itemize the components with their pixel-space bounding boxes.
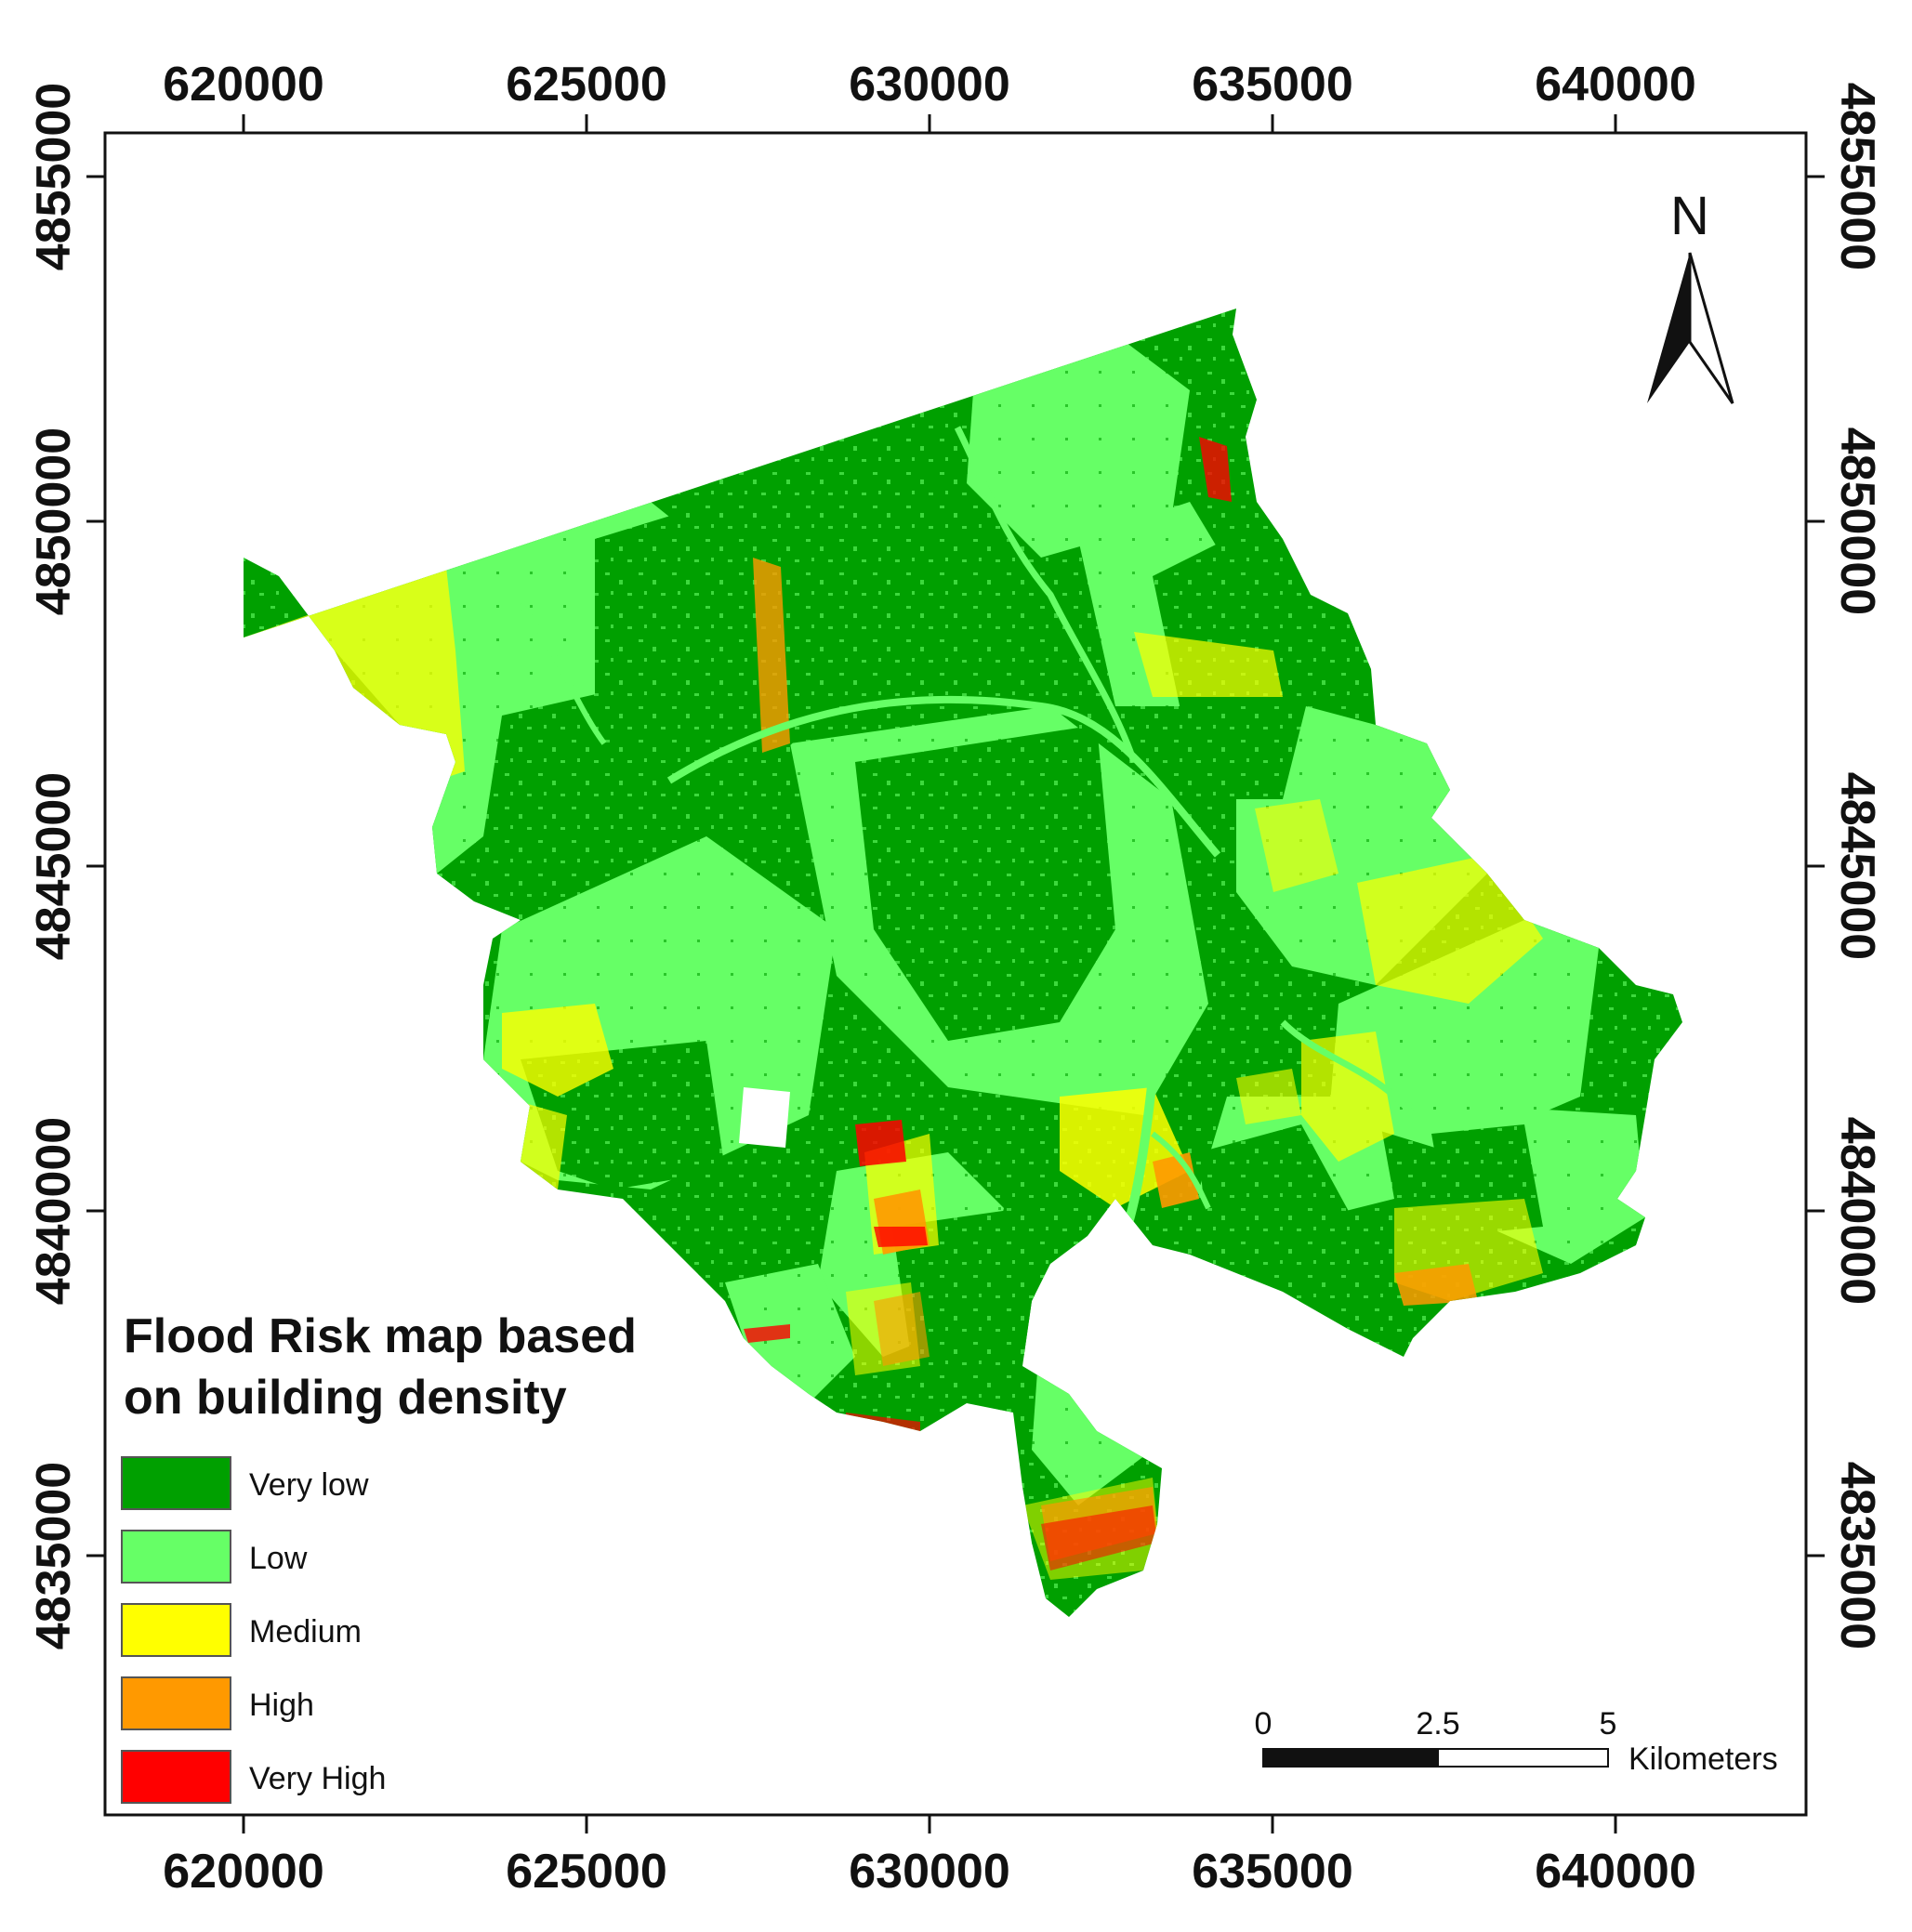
y-tick-label-right: 4850000 (1830, 427, 1884, 615)
x-tick-label-bottom: 630000 (849, 1845, 1010, 1899)
x-tick-label-bottom: 635000 (1192, 1845, 1353, 1899)
north-arrow-icon: N (1647, 186, 1734, 404)
map-title-line-2: on building density (124, 1371, 567, 1425)
y-tick-label-left: 4845000 (27, 772, 81, 960)
legend: Very low Low Medium High Very High (121, 1456, 386, 1804)
scale-label: 5 (1600, 1706, 1617, 1741)
y-tick-label-right: 4855000 (1830, 83, 1884, 270)
legend-swatch-high (121, 1676, 231, 1730)
north-label: N (1670, 186, 1709, 246)
y-tick-label-right: 4835000 (1830, 1462, 1884, 1649)
y-tick-label-right: 4845000 (1830, 772, 1884, 960)
legend-swatch-very-high (121, 1750, 231, 1804)
legend-label: Low (249, 1541, 308, 1576)
scale-label: 2.5 (1416, 1706, 1459, 1741)
y-tick-label-left: 4840000 (27, 1117, 81, 1305)
legend-swatch-low (121, 1530, 231, 1584)
scale-label: 0 (1255, 1706, 1272, 1741)
y-axis-ticks (86, 175, 1825, 1557)
scale-unit: Kilometers (1628, 1741, 1778, 1777)
x-tick-label-top: 640000 (1535, 58, 1696, 112)
x-tick-label-bottom: 620000 (163, 1845, 324, 1899)
x-axis-ticks (242, 114, 1617, 1833)
y-tick-label-left: 4855000 (27, 83, 81, 270)
legend-label: High (249, 1688, 314, 1723)
y-tick-label-left: 4850000 (27, 427, 81, 615)
y-tick-label-left: 4835000 (27, 1462, 81, 1649)
legend-label: Medium (249, 1614, 362, 1649)
map-frame (103, 131, 1808, 1817)
legend-label: Very High (249, 1761, 386, 1796)
y-tick-label-right: 4840000 (1830, 1117, 1884, 1305)
x-tick-label-top: 620000 (163, 58, 324, 112)
x-tick-label-top: 635000 (1192, 58, 1353, 112)
x-tick-label-bottom: 640000 (1535, 1845, 1696, 1899)
scale-bar: 0 2.5 5 Kilometers (1255, 1706, 1778, 1777)
x-tick-label-top: 625000 (506, 58, 667, 112)
map-title-line-1: Flood Risk map based (124, 1309, 637, 1363)
x-tick-label-bottom: 625000 (506, 1845, 667, 1899)
legend-swatch-very-low (121, 1456, 231, 1510)
flood-risk-region (244, 309, 1682, 1617)
legend-swatch-medium (121, 1603, 231, 1657)
legend-label: Very low (249, 1467, 369, 1503)
x-tick-label-top: 630000 (849, 58, 1010, 112)
